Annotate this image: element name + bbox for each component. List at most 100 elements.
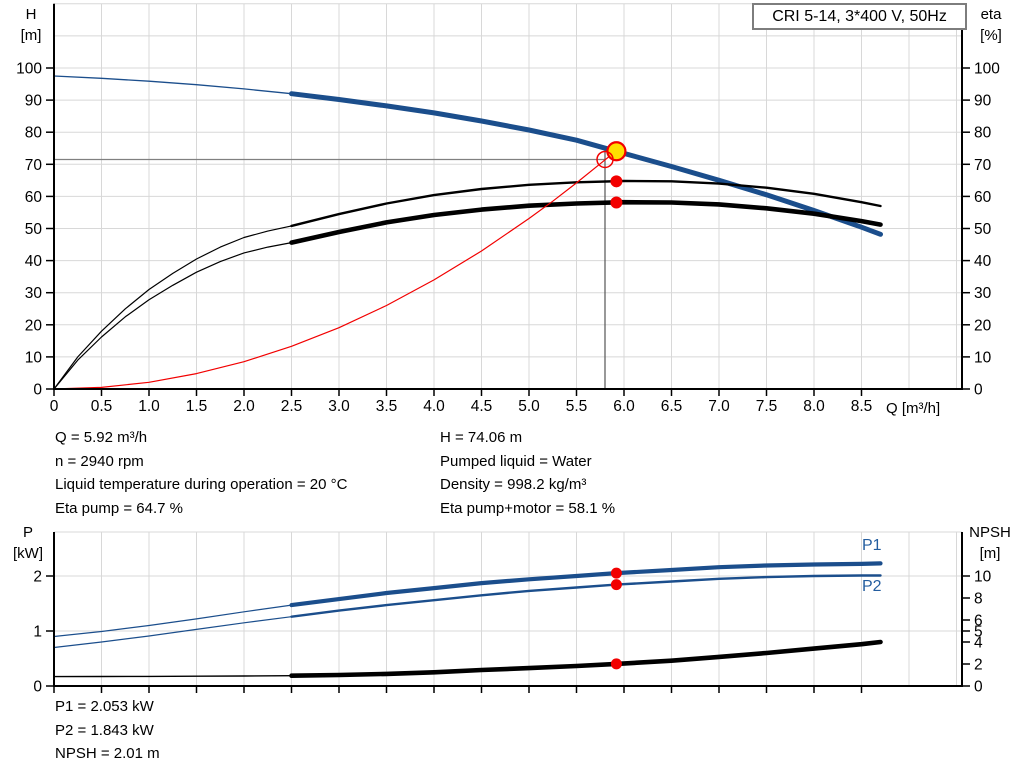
- eta-pump-duty-point: [610, 175, 623, 188]
- info-density: Density = 998.2 kg/m³: [440, 476, 587, 493]
- npsh-tick-label: 2: [974, 657, 983, 674]
- npsh-tick-label: 4: [974, 635, 983, 652]
- h-tick-label: 60: [25, 189, 43, 206]
- info-head: H = 74.06 m: [440, 429, 523, 446]
- eta-tick-label: 30: [974, 285, 992, 302]
- q-tick-label: 6.5: [661, 398, 683, 415]
- eta-tick-label: 60: [974, 189, 992, 206]
- npsh-axis-title-unit: [m]: [979, 545, 1001, 562]
- h-axis-title: H [m]: [12, 4, 50, 46]
- npsh-curve-thin: [53, 675, 293, 678]
- eta-tick-label: 90: [974, 93, 992, 110]
- p1-duty-point: [610, 567, 622, 579]
- q-tick-label: 8.5: [851, 398, 873, 415]
- p1-curve-label: P1: [862, 537, 882, 554]
- p1-curve: [289, 561, 883, 608]
- pump-curve-h-q: [289, 91, 883, 237]
- npsh-tick-label: 8: [974, 591, 983, 608]
- h-tick-label: 100: [16, 61, 42, 78]
- eta-tick-label: 10: [974, 349, 992, 366]
- h-tick-label: 0: [33, 382, 42, 399]
- info-pumped-liquid: Pumped liquid = Water: [440, 452, 592, 470]
- p2-curve: [290, 574, 882, 618]
- info-flow: Q = 5.92 m³/h: [55, 429, 148, 446]
- eta-axis-title-unit: [%]: [980, 27, 1002, 44]
- duty-info-column-2: H = 74.06 m Pumped liquid = Water Densit…: [440, 426, 615, 520]
- p-tick-label: 1: [33, 624, 42, 641]
- info-speed: n = 2940 rpm: [55, 452, 144, 470]
- q-axis-title: Q [m³/h]: [886, 400, 941, 417]
- p-tick-label: 2: [33, 569, 42, 586]
- h-axis-title-unit: [m]: [20, 27, 42, 44]
- npsh-duty-point: [610, 658, 622, 670]
- info-npsh: NPSH = 2.01 m: [55, 745, 160, 762]
- p-axis-title-symbol: P: [22, 524, 33, 541]
- q-tick-label: 8.0: [803, 398, 825, 415]
- eta-pump-plus-motor-thin: [53, 242, 293, 390]
- npsh-tick-label: 5: [974, 624, 983, 641]
- eta-tick-label: 20: [974, 317, 992, 334]
- eta-axis-title: eta [%]: [970, 4, 1012, 46]
- eta-pump-thin: [53, 225, 293, 390]
- info-eta-pump: Eta pump = 64.7 %: [55, 499, 183, 517]
- q-tick-label: 4.5: [471, 398, 493, 415]
- q-tick-label: 2.0: [233, 398, 255, 415]
- eta-tick-label: 100: [974, 61, 1000, 78]
- q-tick-label: 3.5: [376, 398, 398, 415]
- eta-tick-label: 0: [974, 382, 983, 399]
- npsh-curve: [289, 639, 883, 679]
- p-tick-label: 0: [33, 679, 42, 696]
- duty-point-requested: [596, 150, 614, 169]
- pump-title-box: CRI 5-14, 3*400 V, 50Hz: [752, 3, 967, 30]
- h-tick-label: 50: [25, 221, 43, 238]
- h-axis-title-symbol: H: [25, 6, 37, 23]
- q-tick-label: 7.0: [708, 398, 730, 415]
- duty-point-actual: [606, 141, 627, 162]
- info-eta-pump-motor: Eta pump+motor = 58.1 %: [440, 499, 616, 517]
- p1-curve-thin: [53, 604, 293, 638]
- p-axis-title: P [kW]: [6, 522, 50, 564]
- q-tick-label: 5.0: [518, 398, 540, 415]
- eta-tick-label: 70: [974, 157, 992, 174]
- p2-duty-point: [610, 579, 622, 591]
- eta-pump-motor-duty-point: [610, 196, 623, 209]
- h-tick-label: 70: [25, 157, 43, 174]
- eta-tick-label: 80: [974, 125, 992, 142]
- q-tick-label: 2.5: [281, 398, 303, 415]
- system-curve-thin: [53, 149, 619, 390]
- pump-curve-h-q-thin: [53, 75, 293, 95]
- eta-axis-title-symbol: eta: [980, 6, 1002, 23]
- h-tick-label: 80: [25, 125, 43, 142]
- h-tick-label: 40: [25, 253, 43, 270]
- h-tick-label: 10: [25, 349, 43, 366]
- power-info-block: P1 = 2.053 kW P2 = 1.843 kW NPSH = 2.01 …: [55, 695, 160, 766]
- q-tick-label: 3.0: [328, 398, 350, 415]
- eta-tick-label: 50: [974, 221, 992, 238]
- duty-info-column-1: Q = 5.92 m³/h n = 2940 rpm Liquid temper…: [55, 426, 347, 520]
- info-liquid-temperature: Liquid temperature during operation = 20…: [55, 476, 348, 493]
- eta-tick-label: 40: [974, 253, 992, 270]
- h-tick-label: 20: [25, 317, 43, 334]
- p2-curve-thin: [53, 616, 293, 649]
- p2-curve-label: P2: [862, 578, 882, 595]
- npsh-axis-title-symbol: NPSH: [969, 524, 1011, 541]
- h-tick-label: 90: [25, 93, 43, 110]
- pump-title-text: CRI 5-14, 3*400 V, 50Hz: [772, 7, 947, 25]
- q-tick-label: 0: [50, 398, 59, 415]
- npsh-axis-title: NPSH [m]: [962, 522, 1018, 564]
- npsh-tick-label: 0: [974, 679, 983, 696]
- npsh-tick-label: 6: [974, 613, 983, 630]
- p-axis-title-unit: [kW]: [13, 545, 43, 562]
- q-tick-label: 7.5: [756, 398, 778, 415]
- h-tick-label: 30: [25, 285, 43, 302]
- info-p2: P2 = 1.843 kW: [55, 721, 154, 739]
- q-tick-label: 1.0: [138, 398, 160, 415]
- q-tick-label: 1.5: [186, 398, 208, 415]
- q-tick-label: 5.5: [566, 398, 588, 415]
- q-tick-label: 0.5: [91, 398, 113, 415]
- npsh-tick-label: 10: [974, 569, 992, 586]
- eta-pump: [290, 179, 882, 228]
- q-tick-label: 4.0: [423, 398, 445, 415]
